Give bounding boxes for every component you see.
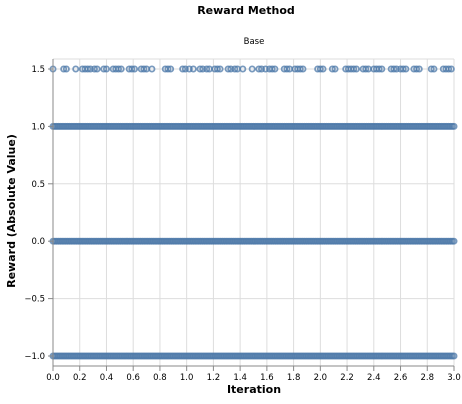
y-tick-label: −0.5 [24, 295, 45, 305]
data-point [90, 65, 98, 73]
data-point [62, 65, 70, 73]
x-tick-label: 1.4 [233, 373, 247, 383]
gridlines [52, 58, 455, 366]
x-tick-label: 1.8 [287, 373, 301, 383]
data-point [102, 65, 110, 73]
x-tick-label: 1.0 [180, 373, 194, 383]
data-point [316, 65, 324, 73]
data-point [239, 65, 247, 73]
data-point [60, 65, 68, 73]
x-tick-label: 2.8 [421, 373, 435, 383]
data-point [268, 65, 276, 73]
x-tick-label: 0.0 [46, 373, 60, 383]
data-point [430, 65, 438, 73]
x-tick-label: 2.2 [340, 373, 354, 383]
x-tick-label: 2.4 [367, 373, 381, 383]
data-point [352, 65, 360, 73]
chart-subtitle: Base [244, 37, 265, 47]
data-point [185, 65, 193, 73]
y-tick-label: −1.0 [24, 352, 45, 362]
x-tick-label: 0.4 [100, 373, 114, 383]
data-point [231, 65, 239, 73]
data-point [445, 65, 453, 73]
data-point [402, 65, 410, 73]
data-point [199, 65, 207, 73]
data-point [86, 65, 94, 73]
data-point [447, 65, 455, 73]
data-point [319, 65, 327, 73]
data-point [84, 65, 92, 73]
y-tick-label: 0.5 [31, 180, 45, 190]
x-tick-label: 1.6 [260, 373, 274, 383]
data-point [450, 122, 458, 130]
y-tick-label: 0.0 [31, 237, 45, 247]
x-tick-label: 0.2 [73, 373, 87, 383]
data-point [328, 65, 336, 73]
data-point [181, 65, 189, 73]
data-point [331, 65, 339, 73]
y-axis-label: Reward (Absolute Value) [5, 134, 18, 288]
data-point [100, 65, 108, 73]
data-point [93, 65, 101, 73]
data-point [164, 65, 172, 73]
data-point [148, 65, 156, 73]
x-tick-label: 0.6 [126, 373, 140, 383]
chart-title: Reward Method [197, 4, 295, 17]
x-tick-label: 2.6 [394, 373, 408, 383]
data-point [248, 65, 256, 73]
data-point [224, 65, 232, 73]
data-point [427, 65, 435, 73]
data-point [299, 65, 307, 73]
data-point [72, 65, 80, 73]
x-tick-label: 3.0 [447, 373, 461, 383]
x-tick-label: 0.8 [153, 373, 167, 383]
axes: 0.0 0.2 0.4 0.6 0.8 1.0 1.2 1.4 1.6 1.8 2.0 2.2 2.4 2… [24, 59, 461, 383]
data-point [128, 65, 136, 73]
data-point [450, 352, 458, 360]
data-point [258, 65, 266, 73]
data-point [362, 65, 370, 73]
data-point [114, 65, 122, 73]
data-point [415, 65, 423, 73]
data-point [179, 65, 187, 73]
data-point [399, 65, 407, 73]
data-point [213, 65, 221, 73]
data-point [203, 65, 211, 73]
data-point [131, 65, 139, 73]
x-tick-label: 1.2 [207, 373, 221, 383]
data-point [283, 65, 291, 73]
data-point [378, 65, 386, 73]
data-point [350, 65, 358, 73]
y-tick-label: 1.5 [31, 65, 45, 75]
data-point [227, 65, 235, 73]
data-point [262, 65, 270, 73]
data-point [375, 65, 383, 73]
x-tick-label: 2.0 [314, 373, 328, 383]
data-point [296, 65, 304, 73]
data-point [413, 65, 421, 73]
data-point [390, 65, 398, 73]
data-point [196, 65, 204, 73]
data-point [393, 65, 401, 73]
data-point [271, 65, 279, 73]
data-point [450, 237, 458, 245]
data-point [140, 65, 148, 73]
data-point [189, 65, 197, 73]
x-axis-label: Iteration [227, 383, 281, 396]
data-points [49, 65, 458, 360]
data-point [117, 65, 125, 73]
data-point [255, 65, 263, 73]
data-point [216, 65, 224, 73]
y-tick-label: 1.0 [31, 122, 45, 132]
data-point [167, 65, 175, 73]
